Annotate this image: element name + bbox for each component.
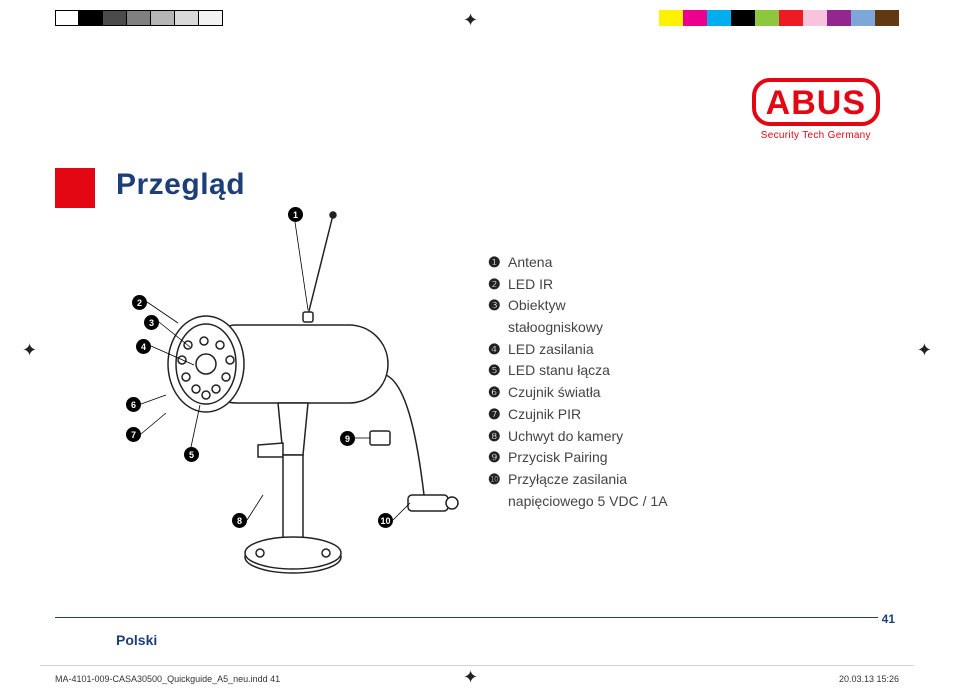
legend-text: Antena xyxy=(508,252,668,274)
footer-timestamp: 20.03.13 15:26 xyxy=(839,674,899,684)
legend-text-cont: stałoogniskowy xyxy=(488,317,668,339)
legend-num: ❿ xyxy=(488,469,508,491)
legend-num: ❸ xyxy=(488,295,508,317)
legend-num: ❹ xyxy=(488,339,508,361)
legend-text: Obiektyw xyxy=(508,295,668,317)
legend-text: Uchwyt do kamery xyxy=(508,426,668,448)
callout-9: 9 xyxy=(340,431,355,446)
legend-num: ❾ xyxy=(488,447,508,469)
footer-rule xyxy=(55,617,899,618)
registration-mark-top: ✦ xyxy=(463,10,478,31)
callout-1: 1 xyxy=(288,207,303,222)
legend-text: LED IR xyxy=(508,274,668,296)
registration-mark-bottom: ✦ xyxy=(463,667,478,688)
legend-text: Czujnik PIR xyxy=(508,404,668,426)
registration-mark-left: ✦ xyxy=(22,340,37,361)
legend-num: ❼ xyxy=(488,404,508,426)
legend-num: ❽ xyxy=(488,426,508,448)
footer-filename: MA-4101-009-CASA30500_Quickguide_A5_neu.… xyxy=(55,674,280,684)
camera-diagram: 1 2 3 4 5 6 7 8 9 10 xyxy=(108,195,468,585)
callout-7: 7 xyxy=(126,427,141,442)
language-label: Polski xyxy=(116,632,157,648)
legend-num: ❺ xyxy=(488,360,508,382)
callout-8: 8 xyxy=(232,513,247,528)
callout-5: 5 xyxy=(184,447,199,462)
legend-text: LED zasilania xyxy=(508,339,668,361)
legend-text: Przycisk Pairing xyxy=(508,447,668,469)
legend-num: ❶ xyxy=(488,252,508,274)
callout-2: 2 xyxy=(132,295,147,310)
section-color-tab xyxy=(55,168,95,208)
parts-legend: ❶Antena❷LED IR❸Obiektywstałoogniskowy❹LE… xyxy=(488,252,668,512)
legend-num: ❷ xyxy=(488,274,508,296)
callout-4: 4 xyxy=(136,339,151,354)
crop-line xyxy=(40,665,914,666)
callout-3: 3 xyxy=(144,315,159,330)
legend-text: Czujnik światła xyxy=(508,382,668,404)
registration-mark-right: ✦ xyxy=(917,340,932,361)
brand-logo-text: ABUS xyxy=(752,78,880,126)
callout-6: 6 xyxy=(126,397,141,412)
legend-text: LED stanu łącza xyxy=(508,360,668,382)
brand-tagline: Security Tech Germany xyxy=(752,130,880,141)
callout-10: 10 xyxy=(378,513,393,528)
page-number: 41 xyxy=(878,612,899,626)
brand-logo: ABUS Security Tech Germany xyxy=(752,78,880,141)
legend-text-cont: napięciowego 5 VDC / 1A xyxy=(488,491,668,513)
legend-num: ❻ xyxy=(488,382,508,404)
legend-text: Przyłącze zasilania xyxy=(508,469,668,491)
